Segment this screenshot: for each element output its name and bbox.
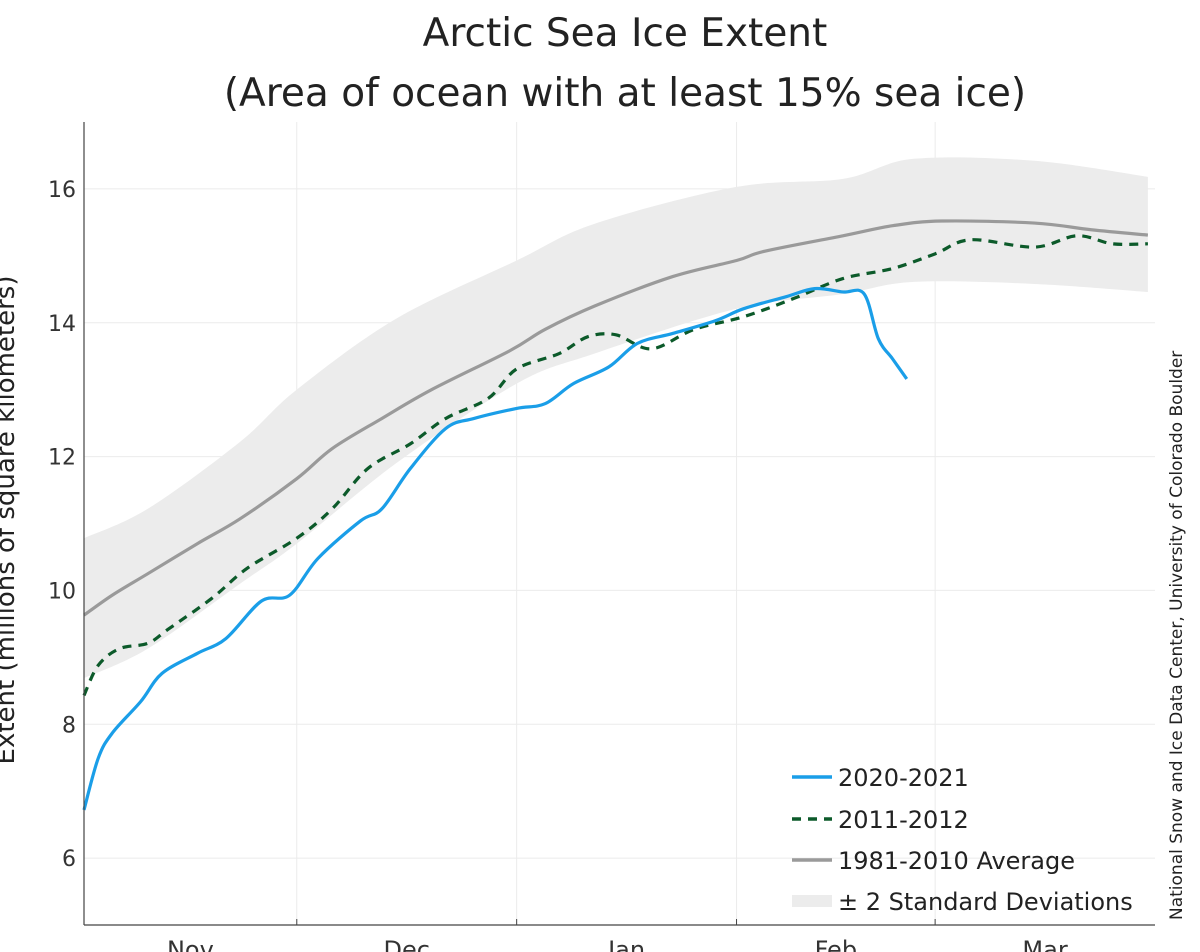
legend-label-average: 1981-2010 Average xyxy=(838,847,1075,875)
std-deviation-band xyxy=(84,157,1148,679)
y-tick-label: 14 xyxy=(48,312,76,337)
y-axis-label: Extent (millions of square kilometers) xyxy=(0,276,21,765)
y-tick-label: 10 xyxy=(48,579,76,604)
y-tick-label: 12 xyxy=(48,446,76,471)
series-line-1981-2010-average xyxy=(83,219,1149,617)
legend-swatch-std-band xyxy=(792,895,832,907)
y-tick-label: 16 xyxy=(48,178,76,203)
series-line-2011-2012 xyxy=(82,234,1148,697)
x-tick-label: Nov xyxy=(167,936,214,952)
legend-label-2020-2021: 2020-2021 xyxy=(838,764,969,792)
series-line-2020-2021 xyxy=(82,286,909,811)
series-layer xyxy=(82,219,1149,811)
title-line-2: (Area of ocean with at least 15% sea ice… xyxy=(223,71,1027,116)
y-tick-label: 6 xyxy=(62,847,76,872)
legend-label-std-band: ± 2 Standard Deviations xyxy=(838,888,1133,916)
legend-label-2011-2012: 2011-2012 xyxy=(838,806,969,834)
axes: 6 8 10 12 14 16 Nov Dec Jan Feb Mar xyxy=(48,122,1155,952)
credit-text: National Snow and Ice Data Center, Unive… xyxy=(1167,351,1187,920)
std-band-layer xyxy=(84,157,1148,679)
x-tick-label: Jan xyxy=(606,936,645,952)
title-line-1: Arctic Sea Ice Extent xyxy=(422,11,828,56)
y-tick-label: 8 xyxy=(62,713,76,738)
x-tick-label: Mar xyxy=(1022,936,1067,952)
chart-title: Arctic Sea Ice Extent (Area of ocean wit… xyxy=(0,4,1200,124)
x-tick-label: Dec xyxy=(383,936,429,952)
x-tick-label: Feb xyxy=(815,936,858,952)
legend: 2020-2021 2011-2012 1981-2010 Average ± … xyxy=(792,764,1133,916)
